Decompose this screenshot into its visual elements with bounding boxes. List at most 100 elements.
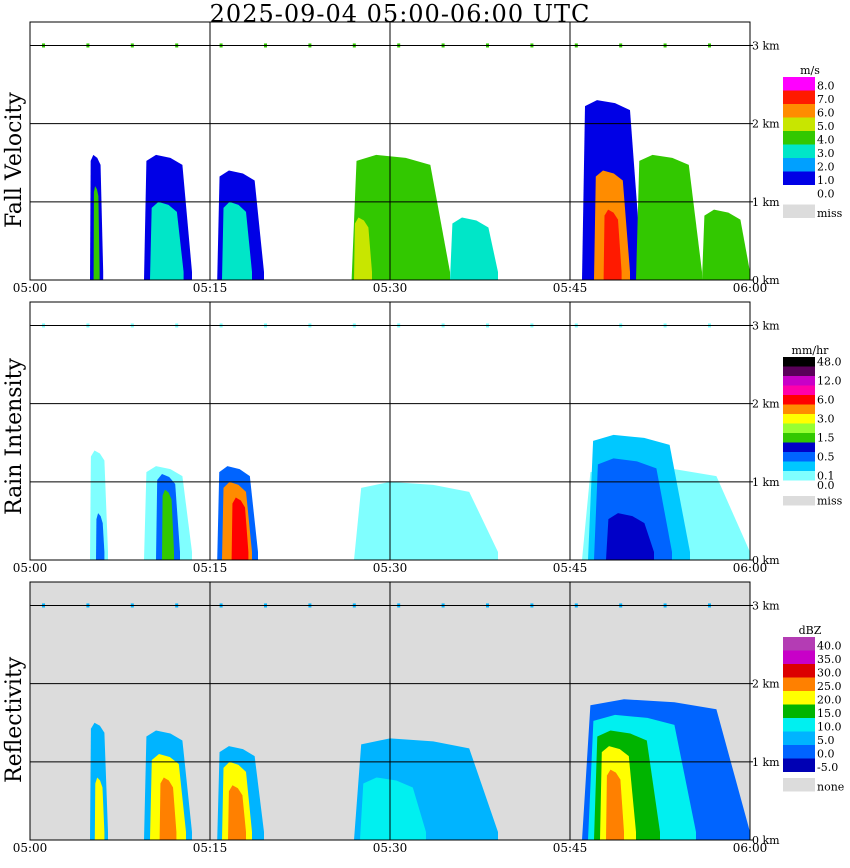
rain-intensity-legend-label: 48.0 [817, 356, 842, 369]
rain-intensity-legend-swatch [783, 385, 815, 395]
reflectivity-legend-label: none [817, 781, 844, 794]
reflectivity-legend-swatch [783, 650, 815, 664]
rain-intensity-x-tick-label: 05:00 [13, 561, 48, 575]
fall-velocity-legend-label: 7.0 [817, 93, 835, 106]
fall-velocity-legend-swatch [783, 204, 815, 218]
reflectivity-echo [228, 785, 246, 840]
fall-velocity-x-tick-label: 05:45 [553, 281, 588, 295]
rain-intensity-echo [606, 513, 654, 560]
fall-velocity-legend-label: 4.0 [817, 134, 835, 147]
rain-intensity-legend-swatch [783, 442, 815, 452]
reflectivity-echo [159, 777, 177, 840]
reflectivity-legend-label: 0.0 [817, 748, 835, 761]
reflectivity-legend-swatch [783, 664, 815, 678]
reflectivity-x-tick-label: 06:00 [733, 841, 768, 855]
fall-velocity-echo [450, 217, 498, 280]
fall-velocity-legend-unit: m/s [800, 64, 820, 77]
rain-intensity-echo [231, 497, 249, 560]
rain-intensity-legend-label: 0.5 [817, 451, 835, 464]
fall-velocity-legend-swatch [783, 171, 815, 185]
fall-velocity-echo [636, 154, 702, 280]
fall-velocity-echo [222, 201, 252, 280]
reflectivity-legend-label: 25.0 [817, 680, 842, 693]
fall-velocity-echo [351, 154, 450, 280]
rain-intensity-legend-label: 3.0 [817, 413, 835, 426]
fall-velocity-legend-swatch [783, 185, 815, 199]
fall-velocity-echo [93, 186, 100, 280]
rain-intensity-x-tick-label: 05:45 [553, 561, 588, 575]
reflectivity-legend-swatch [783, 677, 815, 691]
reflectivity-legend-swatch [783, 731, 815, 745]
rain-intensity-legend-label: 12.0 [817, 375, 842, 388]
reflectivity-legend-label: -5.0 [817, 761, 838, 774]
reflectivity-legend-label: 10.0 [817, 721, 842, 734]
fall-velocity-legend-label: 5.0 [817, 120, 835, 133]
reflectivity-y-tick-label: 0 km [752, 834, 780, 847]
reflectivity-legend-swatch [783, 704, 815, 718]
rain-intensity-legend-label: 1.5 [817, 432, 835, 445]
rain-intensity-legend-label: miss [817, 495, 843, 508]
fall-velocity-y-tick-label: 1 km [752, 196, 780, 209]
rain-intensity-echo [96, 513, 105, 560]
fall-velocity-legend-label: 2.0 [817, 161, 835, 174]
fall-velocity-echo [702, 209, 750, 280]
rain-intensity-x-tick-label: 05:15 [193, 561, 228, 575]
fall-velocity-legend-swatch [783, 104, 815, 118]
fall-velocity-legend-swatch [783, 158, 815, 172]
reflectivity-legend-swatch [783, 637, 815, 651]
reflectivity-y-tick-label: 2 km [752, 678, 780, 691]
reflectivity-legend-label: 35.0 [817, 653, 842, 666]
rain-intensity-y-tick-label: 0 km [752, 554, 780, 567]
reflectivity-y-tick-label: 3 km [752, 599, 780, 612]
fall-velocity-legend-label: 8.0 [817, 80, 835, 93]
fall-velocity-frame [29, 21, 751, 281]
rain-intensity-legend-unit: mm/hr [792, 344, 830, 357]
reflectivity-echo [94, 777, 105, 840]
rain-intensity-legend-swatch [783, 376, 815, 386]
fall-velocity-y-tick-label: 3 km [752, 39, 780, 52]
reflectivity-echo [606, 769, 624, 840]
rain-intensity-y-tick-label: 3 km [752, 319, 780, 332]
fall-velocity-legend-swatch [783, 90, 815, 104]
fall-velocity-echo [354, 217, 372, 280]
rain-intensity-legend-swatch [783, 366, 815, 376]
rain-intensity-echo [90, 450, 108, 560]
reflectivity-legend-swatch [783, 778, 815, 792]
rain-intensity-legend-swatch [783, 461, 815, 471]
fall-velocity-y-tick-label: 0 km [752, 274, 780, 287]
fall-velocity-legend-swatch [783, 117, 815, 131]
fall-velocity-x-tick-label: 06:00 [733, 281, 768, 295]
reflectivity-legend-swatch [783, 758, 815, 772]
reflectivity-x-tick-label: 05:30 [373, 841, 408, 855]
reflectivity-y-tick-label: 1 km [752, 756, 780, 769]
rain-intensity-y-tick-label: 1 km [752, 476, 780, 489]
fall-velocity-legend-label: 0.0 [817, 188, 835, 201]
fall-velocity-legend-swatch [783, 144, 815, 158]
fall-velocity-x-tick-label: 05:30 [373, 281, 408, 295]
rain-intensity-x-tick-label: 06:00 [733, 561, 768, 575]
fall-velocity-legend-label: 6.0 [817, 107, 835, 120]
rain-intensity-legend-swatch [783, 414, 815, 424]
rain-intensity-legend-swatch [783, 404, 815, 414]
reflectivity-legend-label: 30.0 [817, 667, 842, 680]
reflectivity-legend-label: 40.0 [817, 640, 842, 653]
reflectivity-echo [360, 777, 426, 840]
reflectivity-legend-swatch [783, 691, 815, 705]
fall-velocity-echo [603, 209, 622, 280]
reflectivity-legend-unit: dBZ [799, 624, 822, 637]
rain-intensity-frame [29, 301, 751, 561]
rain-intensity-legend-label: 0.1 [817, 470, 835, 483]
reflectivity-x-tick-label: 05:45 [553, 841, 588, 855]
fall-velocity-legend-label: 1.0 [817, 174, 835, 187]
rain-intensity-legend-swatch [783, 471, 815, 481]
fall-velocity-legend-label: 3.0 [817, 147, 835, 160]
fall-velocity-x-tick-label: 05:00 [13, 281, 48, 295]
rain-intensity-legend-swatch [783, 423, 815, 433]
reflectivity-x-tick-label: 05:00 [13, 841, 48, 855]
fall-velocity-x-tick-label: 05:15 [193, 281, 228, 295]
rain-intensity-legend-swatch [783, 433, 815, 443]
rain-intensity-legend-swatch [783, 480, 815, 490]
reflectivity-x-tick-label: 05:15 [193, 841, 228, 855]
fall-velocity-legend-swatch [783, 131, 815, 145]
